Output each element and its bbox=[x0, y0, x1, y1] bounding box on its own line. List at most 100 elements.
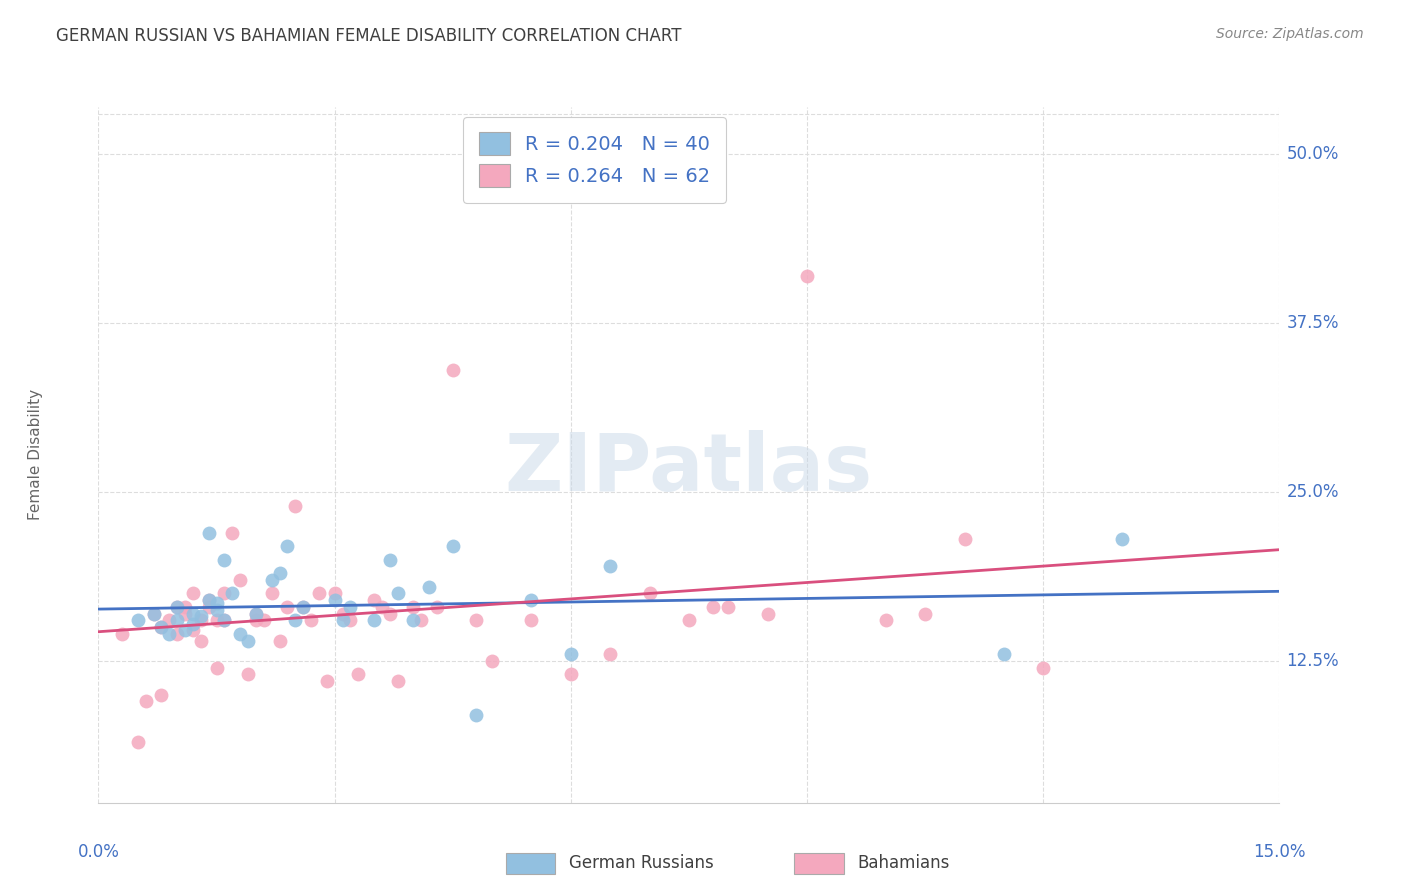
Point bbox=[127, 614, 149, 628]
Point bbox=[205, 596, 228, 610]
Point bbox=[599, 559, 621, 574]
Point bbox=[702, 599, 724, 614]
Point bbox=[993, 647, 1015, 661]
Point bbox=[197, 593, 219, 607]
Point bbox=[378, 607, 401, 621]
Point bbox=[323, 586, 346, 600]
Point bbox=[245, 607, 267, 621]
Point bbox=[197, 593, 219, 607]
Point bbox=[953, 533, 976, 547]
Point bbox=[292, 599, 315, 614]
Point bbox=[363, 614, 385, 628]
Point bbox=[221, 525, 243, 540]
Point bbox=[229, 573, 252, 587]
Point bbox=[260, 586, 283, 600]
Point bbox=[229, 627, 252, 641]
Point bbox=[190, 609, 212, 624]
Point bbox=[796, 268, 818, 283]
Point bbox=[166, 599, 188, 614]
Point bbox=[236, 667, 259, 681]
Point bbox=[181, 586, 204, 600]
Point bbox=[205, 661, 228, 675]
Point bbox=[269, 566, 291, 581]
Point bbox=[411, 614, 433, 628]
Point bbox=[142, 607, 165, 621]
Point bbox=[181, 607, 204, 621]
Point bbox=[276, 599, 298, 614]
Point bbox=[465, 614, 488, 628]
Point bbox=[205, 602, 228, 616]
Text: Female Disability: Female Disability bbox=[28, 389, 42, 521]
Point bbox=[181, 623, 204, 637]
Point bbox=[520, 614, 543, 628]
Text: 50.0%: 50.0% bbox=[1286, 145, 1339, 163]
Point bbox=[127, 735, 149, 749]
Legend: R = 0.204   N = 40, R = 0.264   N = 62: R = 0.204 N = 40, R = 0.264 N = 62 bbox=[463, 117, 725, 202]
Text: 0.0%: 0.0% bbox=[77, 843, 120, 861]
Text: Source: ZipAtlas.com: Source: ZipAtlas.com bbox=[1216, 27, 1364, 41]
Point bbox=[441, 539, 464, 553]
Point bbox=[299, 614, 322, 628]
Point bbox=[142, 607, 165, 621]
Point bbox=[332, 614, 354, 628]
Point bbox=[638, 586, 661, 600]
Point bbox=[236, 633, 259, 648]
Point bbox=[402, 614, 425, 628]
Point bbox=[253, 614, 276, 628]
Point bbox=[111, 627, 134, 641]
Point bbox=[245, 607, 267, 621]
Point bbox=[150, 620, 173, 634]
Point bbox=[717, 599, 740, 614]
Point bbox=[269, 633, 291, 648]
Point bbox=[197, 599, 219, 614]
Point bbox=[150, 688, 173, 702]
Point bbox=[418, 580, 440, 594]
Point bbox=[174, 623, 197, 637]
Point bbox=[315, 674, 337, 689]
Point bbox=[347, 667, 370, 681]
Point bbox=[339, 599, 361, 614]
Point bbox=[284, 499, 307, 513]
Point bbox=[465, 708, 488, 723]
Point bbox=[166, 599, 188, 614]
Point bbox=[205, 614, 228, 628]
Point bbox=[135, 694, 157, 708]
Point bbox=[308, 586, 330, 600]
Point bbox=[221, 586, 243, 600]
Point bbox=[174, 599, 197, 614]
Point bbox=[292, 599, 315, 614]
Text: German Russians: German Russians bbox=[569, 855, 714, 872]
Point bbox=[378, 552, 401, 566]
Text: 25.0%: 25.0% bbox=[1286, 483, 1339, 501]
Point bbox=[1032, 661, 1054, 675]
Point bbox=[284, 614, 307, 628]
Text: 15.0%: 15.0% bbox=[1253, 843, 1306, 861]
Text: 37.5%: 37.5% bbox=[1286, 314, 1339, 332]
Text: ZIPatlas: ZIPatlas bbox=[505, 430, 873, 508]
Point bbox=[678, 614, 700, 628]
Point bbox=[260, 573, 283, 587]
Point bbox=[245, 614, 267, 628]
Point bbox=[150, 620, 173, 634]
Point bbox=[166, 614, 188, 628]
Point bbox=[756, 607, 779, 621]
Point bbox=[363, 593, 385, 607]
Point bbox=[174, 607, 197, 621]
Point bbox=[387, 674, 409, 689]
Point bbox=[426, 599, 449, 614]
Text: 12.5%: 12.5% bbox=[1286, 652, 1339, 670]
Point bbox=[560, 667, 582, 681]
Point bbox=[214, 586, 236, 600]
Point bbox=[214, 614, 236, 628]
Point bbox=[166, 627, 188, 641]
Point bbox=[1111, 533, 1133, 547]
Point bbox=[441, 363, 464, 377]
Point bbox=[481, 654, 503, 668]
Point bbox=[875, 614, 897, 628]
Point bbox=[914, 607, 936, 621]
Point bbox=[520, 593, 543, 607]
Point bbox=[157, 614, 180, 628]
Point bbox=[157, 627, 180, 641]
Point bbox=[181, 617, 204, 632]
Point bbox=[339, 614, 361, 628]
